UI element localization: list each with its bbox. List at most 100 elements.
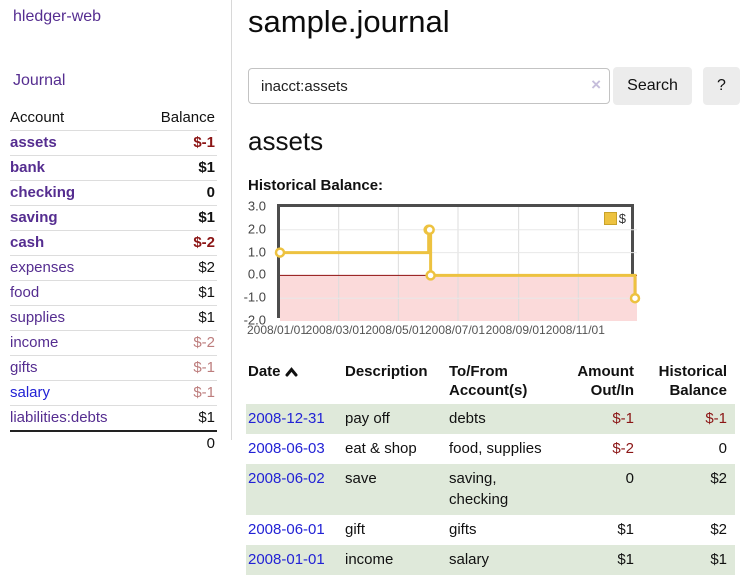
x-tick-label: 2008/03/01 <box>305 323 366 337</box>
transaction-accounts: food, supplies <box>449 440 542 457</box>
main-content: sample.journal × Search ? assets Histori… <box>244 0 742 582</box>
transaction-balance: $1 <box>710 551 727 568</box>
sort-ascending-icon <box>285 364 298 381</box>
transaction-accounts: gifts <box>449 521 477 538</box>
transaction-date-link[interactable]: 2008-06-02 <box>248 470 325 487</box>
register-row: 2008-06-01 gift gifts $1 $2 <box>246 515 735 545</box>
x-tick-label: 2008/01/01 <box>246 323 308 337</box>
y-tick-label: -1.0 <box>243 289 266 305</box>
register-row: 2008-06-03 eat & shop food, supplies $-2 0 <box>246 434 735 464</box>
account-balance: $-2 <box>142 330 217 356</box>
account-row: expenses $2 <box>10 255 217 281</box>
chart-x-axis: 2008/01/01 2008/03/01 2008/05/01 2008/07/01… <box>246 323 668 339</box>
x-tick-label: 2008/09/01 <box>485 323 546 337</box>
account-row: assets $-1 <box>10 130 217 156</box>
y-tick-label: -2.0 <box>243 312 266 328</box>
account-balance: $-2 <box>142 230 217 256</box>
account-balance: $-1 <box>142 130 217 156</box>
help-button[interactable]: ? <box>703 67 740 105</box>
account-row: liabilities:debts $1 <box>10 405 217 431</box>
app-title-link[interactable]: hledger-web <box>13 8 102 25</box>
account-link-gifts[interactable]: gifts <box>10 359 38 376</box>
transaction-balance: $2 <box>710 521 727 538</box>
account-balance: $-1 <box>142 380 217 406</box>
sidebar-item-journal[interactable]: Journal <box>13 72 66 89</box>
account-row: food $1 <box>10 280 217 306</box>
legend-swatch-icon <box>603 212 617 225</box>
account-row: supplies $1 <box>10 305 217 331</box>
account-balance: $1 <box>142 155 217 181</box>
historical-balance-chart: 3.0 2.0 1.0 0.0 -1.0 -2.0 $ 2008/01/01 2008/03… <box>244 199 668 344</box>
account-balance: $1 <box>142 405 217 431</box>
chart-title: Historical Balance: <box>248 177 384 194</box>
accounts-total-row: 0 <box>10 430 217 456</box>
account-link-supplies[interactable]: supplies <box>10 309 66 326</box>
transaction-date-link[interactable]: 2008-06-01 <box>248 521 325 538</box>
transaction-date-link[interactable]: 2008-12-31 <box>248 410 325 427</box>
account-row: salary $-1 <box>10 380 217 406</box>
transaction-date-link[interactable]: 2008-06-03 <box>248 440 325 457</box>
account-balance: $-1 <box>142 355 217 381</box>
transaction-description: eat & shop <box>345 440 417 457</box>
y-tick-label: 2.0 <box>247 221 266 237</box>
account-link-cash[interactable]: cash <box>10 234 45 251</box>
register-row: 2008-06-02 save saving, checking 0 $2 <box>246 464 735 515</box>
y-tick-label: 1.0 <box>247 244 266 260</box>
register-header-description: Description <box>345 363 428 380</box>
transaction-amount: $1 <box>617 551 634 568</box>
account-balance: $1 <box>142 280 217 306</box>
account-link-assets[interactable]: assets <box>10 134 57 151</box>
account-row: bank $1 <box>10 155 217 181</box>
register-header-accounts: To/From Account(s) <box>449 363 528 399</box>
transaction-balance: 0 <box>718 440 727 457</box>
search-input[interactable] <box>248 68 610 104</box>
register-header-balance: Historical Balance <box>658 363 727 399</box>
account-row: checking 0 <box>10 180 217 206</box>
transaction-amount: 0 <box>625 470 634 487</box>
transaction-accounts: saving, checking <box>449 470 509 508</box>
account-balance: $1 <box>142 205 217 231</box>
account-row: saving $1 <box>10 205 217 231</box>
chart-plot-area: $ <box>274 204 641 321</box>
chart-y-axis: 3.0 2.0 1.0 0.0 -1.0 -2.0 <box>243 199 274 328</box>
register-row: 2008-01-01 income salary $1 $1 <box>246 545 735 575</box>
account-link-expenses[interactable]: expenses <box>10 259 75 276</box>
account-link-liabilities-debts[interactable]: liabilities:debts <box>10 409 108 426</box>
transaction-balance: $-1 <box>705 410 727 427</box>
chart-series-svg <box>274 207 641 321</box>
search-button[interactable]: Search <box>613 67 692 105</box>
transaction-balance: $2 <box>710 470 727 487</box>
page-title: sample.journal <box>248 4 450 39</box>
account-row: gifts $-1 <box>10 355 217 381</box>
register-table: Date Description To/From Account(s) Amou… <box>246 360 735 575</box>
account-link-salary[interactable]: salary <box>10 384 51 401</box>
transaction-date-link[interactable]: 2008-01-01 <box>248 551 325 568</box>
account-balance: $2 <box>142 255 217 281</box>
register-row: 2008-12-31 pay off debts $-1 $-1 <box>246 404 735 434</box>
accounts-header-balance: Balance <box>160 109 215 126</box>
transaction-accounts: debts <box>449 410 486 427</box>
x-tick-label: 2008/11/01 <box>545 323 605 337</box>
x-tick-label: 2008/07/01 <box>424 323 486 337</box>
account-link-food[interactable]: food <box>10 284 40 301</box>
account-link-saving[interactable]: saving <box>10 209 58 226</box>
account-link-income[interactable]: income <box>10 334 59 351</box>
register-header-date[interactable]: Date <box>246 360 343 404</box>
accounts-table: Account Balance assets $-1 bank $1 checking 0… <box>10 106 217 456</box>
y-tick-label: 0.0 <box>247 266 266 282</box>
clear-search-icon[interactable]: × <box>591 75 601 94</box>
transaction-description: pay off <box>345 410 390 427</box>
chart-legend: $ <box>601 210 628 227</box>
account-link-bank[interactable]: bank <box>10 159 46 176</box>
transaction-description: gift <box>345 521 366 538</box>
transaction-amount: $1 <box>617 521 634 538</box>
account-row: cash $-2 <box>10 230 217 256</box>
transaction-amount: $-1 <box>612 410 634 427</box>
x-tick-label: 2008/05/01 <box>365 323 426 337</box>
accounts-header-account: Account <box>10 109 65 126</box>
account-balance: 0 <box>142 180 217 206</box>
sidebar: hledger-web Journal Account Balance asse… <box>0 0 232 456</box>
register-header-amount: Amount Out/In <box>577 363 634 399</box>
account-link-checking[interactable]: checking <box>10 184 76 201</box>
transaction-amount: $-2 <box>612 440 634 457</box>
